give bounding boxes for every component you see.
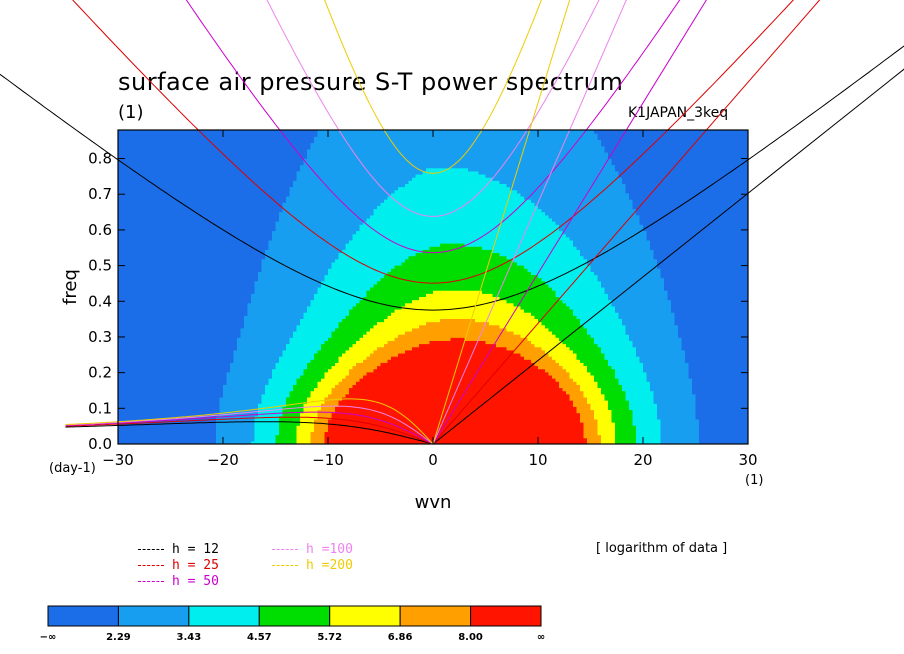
kelvin-curve-h100 (432, 0, 627, 444)
legend-label: h = 50 (172, 574, 219, 589)
colorbar: −∞ 2.29 3.43 4.57 5.72 6.86 8.00 ∞ (40, 605, 545, 643)
ig-curve-h200 (324, 0, 542, 174)
y-tick-label: 0.3 (88, 328, 112, 346)
y-tick-label: 0.0 (88, 435, 112, 453)
kelvin-curve-h200 (432, 0, 571, 444)
rossby-curve-h12 (65, 421, 434, 444)
rossby-curve-h200 (65, 398, 434, 444)
legend-line-swatch (138, 565, 164, 566)
colorbar-label: 6.86 (388, 632, 413, 643)
dispersion-curves (0, 0, 904, 444)
y-tick-label: 0.5 (88, 257, 112, 275)
rossby-curve-h100 (65, 405, 434, 444)
colorbar-swatch (470, 605, 542, 627)
legend-label: h =200 (306, 558, 353, 573)
x-axis-label: wvn (415, 492, 452, 513)
x-tick-label: −30 (102, 451, 134, 469)
y-tick-label: 0.4 (88, 292, 112, 310)
colorbar-label: ∞ (537, 632, 545, 643)
colorbar-swatch (47, 605, 119, 627)
axes: −30 −20 −10 0 10 20 30 0.0 0.1 0.2 0.3 0.4 0.5 0.6 0.7… (88, 130, 758, 469)
y-tick-label: 0.1 (88, 399, 112, 417)
colorbar-label: 2.29 (106, 632, 131, 643)
colorbar-label: 3.43 (177, 632, 202, 643)
y-tick-label: 0.2 (88, 364, 112, 382)
legend-line-swatch (272, 549, 298, 550)
colorbar-swatch (399, 605, 472, 627)
ig-curve-h25 (72, 0, 795, 284)
kelvin-curve-h12 (432, 68, 904, 444)
legend-item-h12: h = 12 (138, 542, 219, 557)
colorbar-label: −∞ (40, 632, 57, 643)
y-axis-label: freq (60, 269, 81, 305)
contour-fill (118, 130, 748, 444)
kelvin-curve-h25 (432, 0, 821, 444)
legend-item-h25: h = 25 (138, 558, 219, 573)
chart-title: surface air pressure S-T power spectrum (118, 68, 624, 96)
colorbar-label: 8.00 (458, 632, 483, 643)
x-tick-label: 10 (528, 451, 547, 469)
legend-label: h = 12 (172, 542, 219, 557)
legend-line-swatch (272, 565, 298, 566)
rossby-curve-h50 (65, 411, 434, 444)
x-tick-label: −10 (312, 451, 344, 469)
colorbar-label: 5.72 (317, 632, 342, 643)
legend-line-swatch (138, 549, 164, 550)
colorbar-label: 4.57 (247, 632, 272, 643)
ig-curve-h50 (185, 0, 681, 254)
colorbar-swatch (329, 605, 401, 627)
legend-line-swatch (138, 581, 164, 582)
x-tick-label: 0 (428, 451, 438, 469)
colorbar-swatch (117, 605, 190, 627)
chart-subtitle: (1) (118, 102, 144, 123)
legend-label: h = 25 (172, 558, 219, 573)
legend-item-h100: h =100 (272, 542, 353, 557)
legend-label: h =100 (306, 542, 353, 557)
kelvin-curve-h50 (432, 0, 707, 444)
run-name: K1JAPAN_3keq (628, 105, 729, 121)
rossby-curve-h25 (65, 416, 434, 444)
colorbar-swatch (258, 605, 331, 627)
data-note: [ logarithm of data ] (596, 541, 728, 556)
legend-item-h50: h = 50 (138, 574, 219, 589)
x-tick-label: 20 (633, 451, 652, 469)
y-tick-label: 0.7 (88, 185, 112, 203)
x-tick-label: 30 (738, 451, 757, 469)
y-unit-label: (day-1) (49, 461, 96, 476)
ig-curve-h100 (266, 0, 600, 217)
y-tick-label: 0.6 (88, 221, 112, 239)
y-tick-label: 0.8 (88, 150, 112, 168)
colorbar-swatch (188, 605, 260, 627)
x-tick-label: −20 (207, 451, 239, 469)
legend-item-h200: h =200 (272, 558, 353, 573)
x-unit-label: (1) (745, 473, 763, 488)
